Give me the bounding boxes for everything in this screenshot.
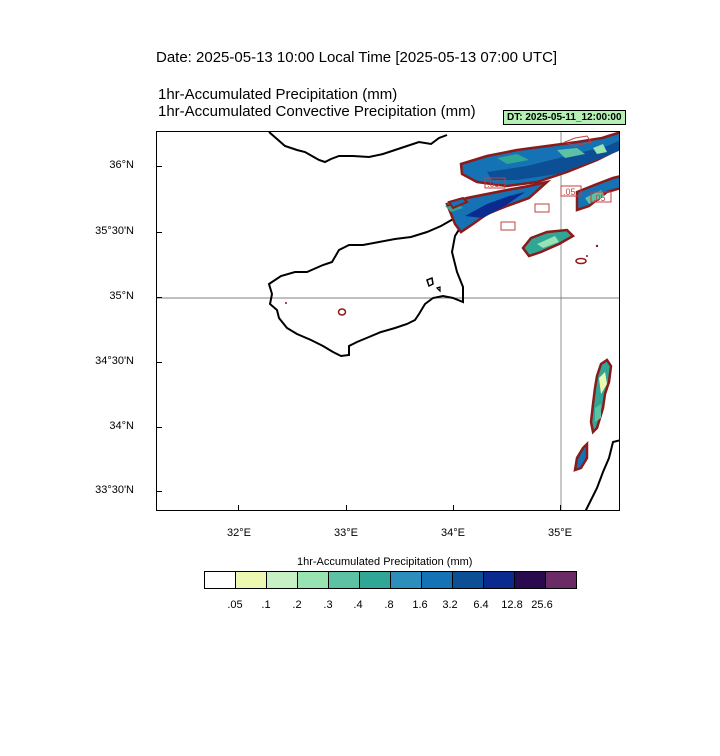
colorbar-title: 1hr-Accumulated Precipitation (mm) bbox=[297, 556, 473, 568]
dt-badge: DT: 2025-05-11_12:00:00 bbox=[503, 110, 626, 125]
tick-33e bbox=[346, 505, 347, 511]
title-convective-precipitation: 1hr-Accumulated Convective Precipitation… bbox=[158, 103, 476, 120]
lon-label: 33°E bbox=[334, 527, 358, 539]
precip-bands-north bbox=[445, 132, 619, 265]
colorbar-label: 12.8 bbox=[501, 599, 523, 611]
forecast-date-line: Date: 2025-05-13 10:00 Local Time [2025-… bbox=[156, 49, 558, 66]
colorbar-swatch bbox=[515, 572, 546, 588]
colorbar-label: 6.4 bbox=[473, 599, 489, 611]
tick-32e bbox=[238, 505, 239, 511]
colorbar-swatch bbox=[453, 572, 484, 588]
colorbar-label: .3 bbox=[323, 599, 333, 611]
tick-34n bbox=[156, 427, 162, 428]
tick-34-30n bbox=[156, 362, 162, 363]
colorbar-label: .4 bbox=[353, 599, 363, 611]
colorbar-swatch bbox=[236, 572, 267, 588]
islet bbox=[426, 276, 434, 288]
colorbar-label: .8 bbox=[384, 599, 394, 611]
lon-label: 34°E bbox=[441, 527, 465, 539]
colorbar-swatch bbox=[267, 572, 298, 588]
map-panel: .05 .05 .05 bbox=[156, 131, 620, 511]
precip-cell-small bbox=[337, 308, 347, 316]
precip-cells-southeast bbox=[573, 358, 613, 472]
lon-label: 35°E bbox=[548, 527, 572, 539]
colorbar-label: .2 bbox=[292, 599, 302, 611]
precip-dot bbox=[285, 302, 287, 304]
lat-label: 36°N bbox=[109, 159, 134, 171]
contour-label: .05 bbox=[487, 179, 500, 189]
colorbar-label: .1 bbox=[261, 599, 271, 611]
turkey-coastline bbox=[268, 132, 448, 164]
tick-36n bbox=[156, 166, 162, 167]
lat-label: 34°N bbox=[109, 420, 134, 432]
colorbar-swatch bbox=[329, 572, 360, 588]
colorbar-swatch bbox=[298, 572, 329, 588]
tick-35e bbox=[560, 505, 561, 511]
tick-35n bbox=[156, 297, 162, 298]
colorbar-swatch bbox=[484, 572, 515, 588]
tick-35-30n bbox=[156, 232, 162, 233]
lat-label: 35°N bbox=[109, 290, 134, 302]
lat-label: 35°30'N bbox=[95, 225, 134, 237]
colorbar-swatch bbox=[391, 572, 422, 588]
colorbar-label: 25.6 bbox=[531, 599, 553, 611]
levant-coastline bbox=[584, 439, 619, 510]
tick-34e bbox=[453, 505, 454, 511]
colorbar-swatch bbox=[205, 572, 236, 588]
contour-label: .05 bbox=[593, 193, 606, 203]
lat-label: 33°30'N bbox=[95, 484, 134, 496]
colorbar-label: .05 bbox=[227, 599, 243, 611]
colorbar-swatch bbox=[422, 572, 453, 588]
colorbar-swatch bbox=[546, 572, 576, 588]
colorbar-swatch bbox=[360, 572, 391, 588]
lon-label: 32°E bbox=[227, 527, 251, 539]
cyprus-coastline bbox=[267, 201, 480, 358]
tick-33-30n bbox=[156, 491, 162, 492]
colorbar bbox=[204, 571, 577, 589]
lat-label: 34°30'N bbox=[95, 355, 134, 367]
contour-label: .05 bbox=[563, 187, 576, 197]
colorbar-label: 3.2 bbox=[442, 599, 458, 611]
title-precipitation: 1hr-Accumulated Precipitation (mm) bbox=[158, 86, 398, 103]
islet bbox=[435, 286, 441, 293]
colorbar-label: 1.6 bbox=[412, 599, 428, 611]
map-svg: .05 .05 .05 bbox=[157, 132, 619, 510]
